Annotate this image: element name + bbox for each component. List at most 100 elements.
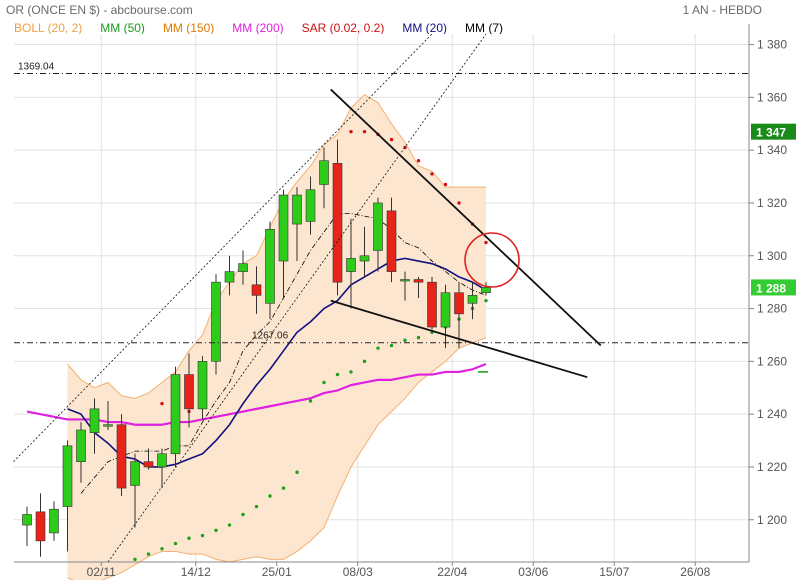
y-tick-label: 1 200	[757, 513, 787, 527]
candles-layer	[22, 139, 491, 557]
price-tag	[751, 123, 796, 140]
sar-dot	[443, 182, 448, 187]
trendline-support	[330, 299, 588, 379]
sar-dot	[389, 137, 394, 142]
candle-body	[427, 281, 437, 328]
candle-body	[103, 424, 113, 427]
legend-item: MM (150)	[162, 21, 215, 35]
candle-body	[157, 453, 167, 468]
mm200-line	[26, 362, 487, 426]
sar-dot	[362, 129, 367, 134]
y-tick-label: 1 320	[757, 196, 787, 210]
candle-body	[143, 461, 154, 468]
sar-dot	[214, 528, 218, 533]
candle-body	[386, 210, 397, 272]
sar-dot	[254, 504, 259, 509]
x-tick-label: 15/07	[599, 565, 629, 579]
candle-body	[211, 281, 221, 362]
y-tick-label: 1 360	[757, 90, 787, 104]
candle-body	[184, 374, 194, 410]
candle-body	[22, 514, 32, 526]
x-tick-label: 22/04	[437, 565, 467, 579]
candle-body	[481, 287, 491, 294]
y-tick-label: 1 220	[757, 460, 787, 474]
candle-body	[346, 258, 356, 272]
axes-layer: 1 200 1 220 1 240 1 260 1 280 1 300 1 320 1 340…	[14, 24, 796, 579]
candle-body	[319, 160, 329, 185]
highlight-circle	[464, 232, 520, 288]
sar-dot	[376, 346, 380, 350]
sar-dot	[362, 359, 367, 364]
candle-body	[238, 263, 248, 272]
sar-dot	[268, 494, 272, 498]
y-tick-label: 1 260	[757, 354, 787, 368]
candle-body	[62, 445, 73, 507]
sar-dot	[160, 547, 164, 551]
sar-dot	[430, 172, 434, 176]
y-tick-label: 1 340	[757, 143, 787, 157]
candle-body	[251, 284, 262, 296]
y-tick-label: 1 240	[757, 407, 787, 421]
candle-body	[400, 279, 410, 282]
price-tag-label: 1 288	[756, 281, 786, 295]
candle-body	[35, 511, 46, 542]
sar-dot	[281, 486, 286, 490]
candle-body	[332, 163, 343, 283]
candle-body	[278, 194, 289, 262]
sar-dot	[389, 343, 394, 348]
legend-item: MM (20)	[402, 21, 448, 35]
candle-body	[76, 429, 86, 462]
sar-dot	[133, 557, 137, 562]
sar-dot	[187, 536, 191, 540]
sar-dot	[457, 201, 461, 205]
candle-body	[197, 361, 208, 410]
annotation-label: 1267.06	[252, 331, 289, 342]
candle-body	[440, 292, 451, 328]
bollinger-upper-line	[67, 94, 486, 399]
legend-item: MM (200)	[232, 21, 284, 35]
candle-body	[359, 255, 370, 262]
trendline-resistance	[330, 88, 602, 347]
candle-body	[89, 408, 100, 433]
sar-dot	[322, 380, 326, 385]
y-tick-label: 1 280	[757, 302, 787, 316]
sar-dot	[146, 552, 151, 556]
x-tick-label: 02/11	[87, 565, 116, 579]
y-tick-label: 1 380	[757, 38, 787, 52]
candle-body	[292, 194, 302, 225]
sar-dot	[295, 470, 299, 474]
candle-body	[454, 292, 464, 315]
candle-body	[130, 461, 140, 486]
x-tick-label: 03/06	[518, 565, 548, 579]
trendline-channel-lower	[107, 33, 487, 563]
chart-legend: BOLL (20, 2) MM (50) MM (150) MM (200) SAR (…	[14, 21, 521, 35]
candle-body	[265, 229, 275, 304]
sar-dot	[200, 533, 205, 538]
x-tick-label: 25/01	[262, 565, 292, 579]
x-tick-label: 08/03	[343, 565, 373, 579]
sar-dot	[484, 298, 488, 303]
candle-body	[116, 424, 127, 489]
sar-dot	[484, 240, 488, 245]
candle-body	[305, 189, 316, 222]
legend-item: SAR (0.02, 0.2)	[301, 21, 385, 35]
chart-title: OR (ONCE EN $) - abcbourse.com	[6, 3, 193, 17]
candle-body	[224, 271, 235, 283]
y-tick-label: 1 300	[757, 249, 787, 263]
candle-body	[413, 279, 424, 283]
sar-dot	[335, 372, 340, 377]
sar-dot	[349, 129, 353, 134]
x-tick-label: 26/08	[680, 565, 710, 579]
sar-dot	[173, 541, 178, 546]
candle-body	[49, 508, 59, 534]
price-tag-label: 1 347	[756, 126, 786, 140]
annotation-label: 1369.04	[18, 61, 55, 72]
legend-item: MM (7)	[465, 21, 504, 35]
candle-body	[467, 295, 478, 304]
trendlines-layer: 1369.04 1267.06	[13, 33, 749, 563]
bollinger-lower-line	[67, 337, 487, 580]
legend-item: BOLL (20, 2)	[14, 21, 83, 35]
sar-dot	[160, 401, 164, 406]
